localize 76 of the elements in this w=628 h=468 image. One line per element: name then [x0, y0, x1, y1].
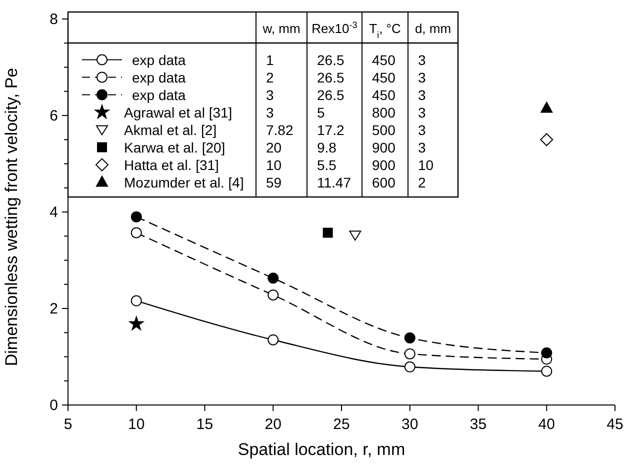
- point: [268, 334, 279, 346]
- y-axis-title: Dimensionless wetting front velocity, Pe: [2, 68, 21, 366]
- annotation: 3: [418, 52, 426, 68]
- annotation: 26.5: [317, 52, 344, 68]
- point: [541, 347, 552, 358]
- x-tick-label: 25: [333, 416, 350, 433]
- annotation: 3: [418, 139, 426, 156]
- annotation: 5: [317, 104, 325, 120]
- annotation: 10: [266, 156, 282, 173]
- y-tick-label: 8: [50, 11, 58, 28]
- annotation: 3: [418, 104, 426, 120]
- annotation: 900: [372, 156, 396, 173]
- legend-label: exp data: [132, 69, 186, 86]
- annotation: 450: [372, 52, 396, 68]
- annotation: 7.82: [266, 122, 294, 138]
- y-tick-label: 0: [50, 397, 58, 414]
- legend-label: Mozumder et al. [4]: [124, 174, 244, 190]
- annotation: 500: [372, 122, 396, 138]
- point: [349, 230, 362, 241]
- annotation: 59: [266, 174, 282, 190]
- annotation: 2: [418, 174, 426, 190]
- annotation: 1: [266, 52, 274, 68]
- point: [130, 211, 142, 222]
- point: [129, 316, 144, 330]
- x-tick-label: 30: [402, 416, 418, 433]
- annotation: w, mm: [262, 21, 300, 36]
- point: [130, 227, 142, 238]
- x-tick-label: 20: [264, 416, 282, 433]
- annotation: 900: [372, 139, 396, 156]
- annotation: 3: [266, 86, 274, 103]
- point: [540, 133, 554, 146]
- point: [541, 366, 552, 377]
- x-tick-label: 5: [64, 416, 72, 433]
- point: [404, 348, 416, 360]
- annotation: 9.8: [317, 139, 337, 156]
- annotation: 3: [418, 122, 426, 138]
- legend-label: exp data: [132, 52, 186, 68]
- point: [404, 332, 416, 344]
- point: [540, 102, 553, 113]
- y-tick-label: 2: [50, 300, 58, 318]
- legend-label: Karwa et al. [20]: [124, 139, 226, 156]
- annotation: 17.2: [317, 122, 344, 138]
- x-axis-title: Spatial location, r, mm: [238, 440, 406, 459]
- y-tick-label: 4: [50, 204, 58, 221]
- annotation: 11.47: [317, 174, 352, 190]
- annotation: 2: [266, 69, 274, 86]
- x-tick-label: 40: [538, 416, 555, 433]
- annotation: 5.5: [317, 156, 337, 173]
- annotation: Rex10$^{-3}$: [312, 20, 358, 36]
- x-tick-label: 10: [128, 416, 145, 433]
- legend-label: exp data: [132, 86, 186, 103]
- point: [322, 228, 333, 238]
- annotation: 20: [266, 139, 282, 156]
- x-tick-label: 45: [606, 416, 624, 433]
- point: [268, 272, 279, 284]
- annotation: 450: [372, 69, 396, 86]
- annotation: 3: [418, 86, 426, 103]
- legend-label: Agrawal et al [31]: [124, 104, 232, 120]
- annotation: 3: [266, 104, 274, 120]
- annotation: 450: [372, 86, 396, 103]
- annotation: 600: [372, 174, 396, 190]
- y-tick-label: 6: [50, 108, 58, 124]
- x-tick-label: 15: [196, 416, 214, 433]
- annotation: T$_{i}$, °C: [369, 21, 401, 40]
- x-tick-label: 35: [470, 416, 487, 433]
- legend-label: Hatta et al. [31]: [124, 156, 219, 173]
- annotation: 26.5: [317, 86, 344, 103]
- point: [404, 361, 416, 372]
- legend-label: Akmal et al. [2]: [124, 122, 217, 138]
- point: [130, 295, 142, 306]
- point: [268, 289, 279, 300]
- annotation: 26.5: [317, 69, 344, 86]
- annotation: 3: [418, 69, 426, 86]
- annotation: 800: [372, 104, 396, 120]
- annotation: 10: [418, 156, 434, 173]
- annotation: d, mm: [414, 21, 452, 36]
